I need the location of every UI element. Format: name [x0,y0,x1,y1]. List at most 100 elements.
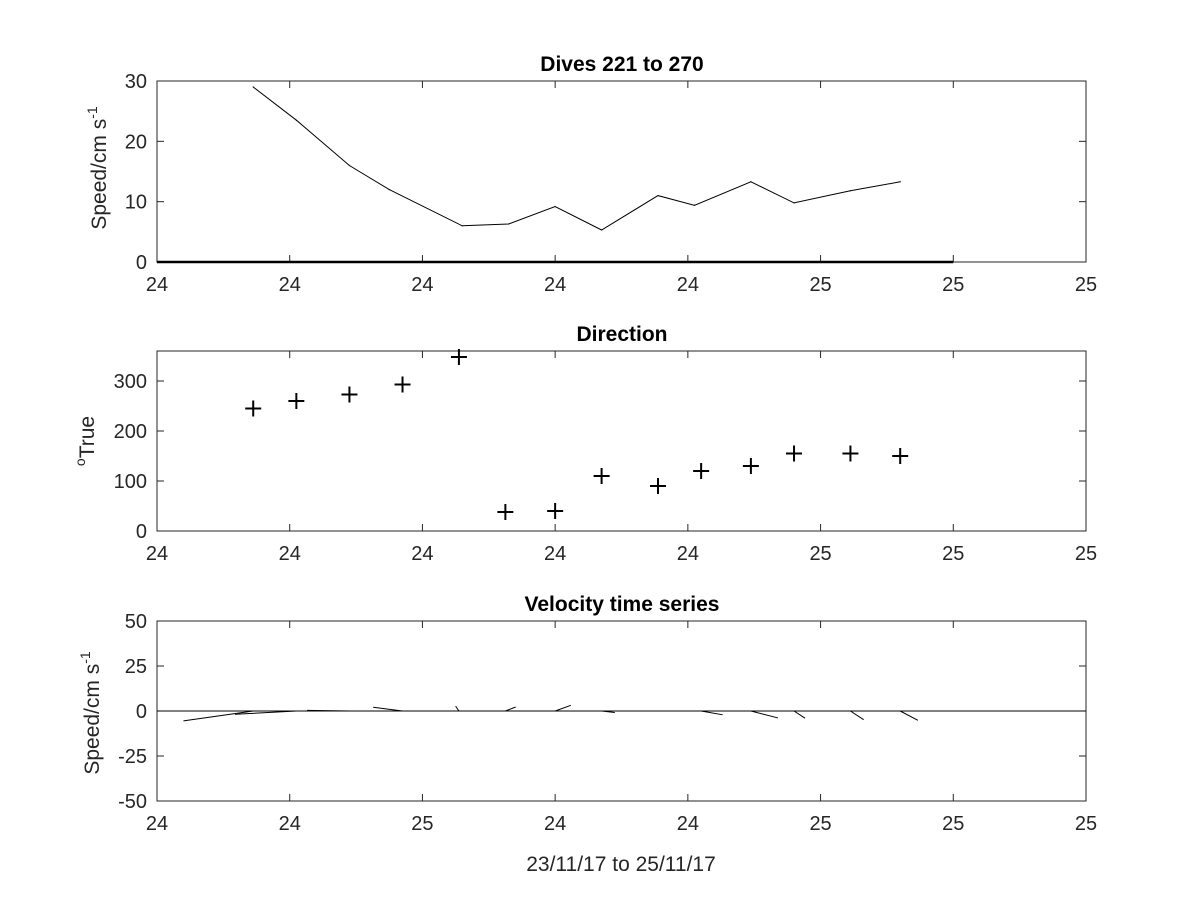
velocity-panel-y-tick-label: -25 [118,746,147,768]
speed-panel-x-tick-label: 25 [942,274,964,296]
velocity-stick [793,710,806,719]
speed-panel-ylabel: Speed/cm s-1 [84,106,111,230]
speed-point [849,190,852,192]
velocity-panel-x-tick-label: 25 [1075,813,1097,835]
velocity-stick [701,710,723,716]
direction-marker [288,393,305,409]
velocity-panel-x-tick-label: 24 [544,813,566,835]
speed-panel-y-tick-label: 20 [125,131,147,153]
direction-marker [450,349,467,365]
speed-point [295,119,297,121]
direction-marker [786,445,803,462]
direction-panel-x-tick-label: 25 [809,543,831,565]
direction-marker [341,386,358,403]
direction-panel: Direction 24 24 24 24 24 25 25 25 0 100 200 300 oTr… [72,323,1097,565]
velocity-panel-title: Velocity time series [525,593,720,616]
x-axis-label: 23/11/17 to 25/11/17 [526,853,716,876]
speed-panel-x-tick-label: 25 [809,274,831,296]
speed-panel-x-tick-label: 24 [677,274,699,296]
velocity-stick [234,710,297,715]
speed-panel-marks [157,86,954,264]
speed-point [750,181,752,183]
speed-panel-y-tick-label: 0 [136,252,147,274]
velocity-panel-x-tick-label: 25 [942,813,964,835]
speed-panel-y-tick-label: 10 [125,192,147,214]
velocity-panel-x-tick-label: 24 [279,813,301,835]
speed-point [252,86,254,88]
direction-panel-ylabel: oTrue [72,416,99,466]
speed-panel-title: Dives 221 to 270 [540,53,703,76]
speed-panel: Dives 221 to 270 24 24 24 24 24 25 25 25 0 10 20 30… [84,53,1097,296]
speed-panel-x-tick-label: 24 [146,274,168,296]
direction-panel-y-tick-label: 300 [114,371,147,393]
velocity-panel-ylabel-text: Speed/cm s [81,664,104,775]
velocity-panel-y-tick-label: -50 [118,791,147,813]
velocity-panel: Velocity time series 24 24 25 24 24 25 25 25 -50… [77,593,1097,835]
direction-panel-ylabel-text: True [76,416,99,458]
direction-marker [593,468,610,484]
velocity-panel-x-tick-label: 24 [677,813,699,835]
direction-marker [742,458,759,474]
direction-panel-frame [156,350,1087,532]
direction-marker [394,376,411,393]
direction-panel-x-tick-label: 24 [544,543,566,565]
direction-panel-y-tick-label: 200 [114,421,147,443]
direction-marker [693,463,710,479]
speed-point [554,205,556,208]
speed-panel-ylabel-superscript: -1 [84,106,100,119]
velocity-stick [554,704,572,712]
direction-panel-x-tick-label: 24 [146,543,168,565]
direction-marker [842,445,859,462]
direction-panel-ticks: 24 24 24 24 24 25 25 25 0 100 200 300 [114,351,1097,565]
speed-point [348,164,351,167]
speed-point [899,181,901,183]
velocity-panel-marks [157,704,1086,722]
speed-series-line [252,86,901,231]
direction-marker [245,400,262,417]
speed-panel-x-tick-label: 24 [544,274,566,296]
velocity-panel-y-tick-label: 0 [136,701,147,723]
velocity-panel-ylabel: Speed/cm s-1 [77,651,104,775]
velocity-panel-ylabel-superscript: -1 [77,651,93,664]
speed-point [461,225,463,227]
direction-panel-title: Direction [576,323,667,346]
speed-panel-x-tick-label: 25 [1075,274,1097,296]
direction-marker [547,503,564,519]
speed-panel-ticks: 24 24 24 24 24 25 25 25 0 10 20 30 [125,71,1097,296]
velocity-stick [750,710,779,719]
direction-panel-y-tick-label: 0 [136,521,147,543]
direction-marker [649,478,666,494]
speed-point [600,229,603,231]
direction-panel-ylabel-superscript: o [72,458,88,466]
velocity-panel-y-tick-label: 25 [125,656,147,678]
velocity-stick [455,705,460,712]
speed-point [657,195,659,197]
speed-point [388,189,390,191]
velocity-stick [373,706,403,712]
direction-panel-x-tick-label: 25 [942,543,964,565]
velocity-stick [307,709,350,712]
direction-panel-x-tick-label: 24 [677,543,699,565]
direction-panel-x-tick-label: 24 [279,543,301,565]
velocity-stick [850,710,864,721]
speed-point [793,202,795,204]
speed-panel-x-tick-label: 24 [411,274,433,296]
velocity-panel-x-tick-label: 24 [146,813,168,835]
direction-panel-x-tick-label: 25 [1075,543,1097,565]
speed-panel-ylabel-text: Speed/cm s [88,119,111,230]
speed-point [508,223,510,225]
direction-panel-y-tick-label: 100 [114,471,147,493]
velocity-panel-y-tick-label: 50 [125,611,147,633]
velocity-panel-x-tick-label: 25 [411,813,433,835]
velocity-stick [601,710,615,713]
direction-marker [892,448,909,464]
velocity-panel-ticks: 24 24 25 24 24 25 25 25 -50 -25 0 25 50 [118,611,1097,835]
direction-panel-marks [245,349,909,520]
velocity-stick [899,710,919,721]
speed-point [693,204,696,206]
velocity-stick [505,706,516,712]
direction-marker [497,504,514,520]
speed-panel-x-tick-label: 24 [279,274,301,296]
